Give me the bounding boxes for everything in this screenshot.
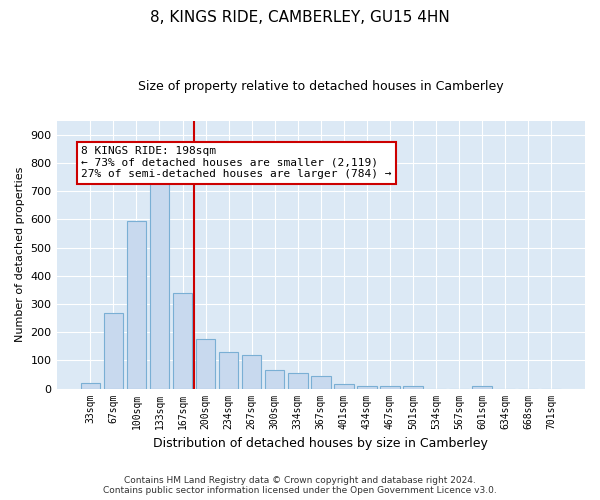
Text: Contains HM Land Registry data © Crown copyright and database right 2024.
Contai: Contains HM Land Registry data © Crown c… xyxy=(103,476,497,495)
Bar xyxy=(357,386,377,388)
Bar xyxy=(242,354,262,388)
Bar xyxy=(334,384,353,388)
X-axis label: Distribution of detached houses by size in Camberley: Distribution of detached houses by size … xyxy=(154,437,488,450)
Bar xyxy=(80,384,100,388)
Bar xyxy=(173,292,193,388)
Title: Size of property relative to detached houses in Camberley: Size of property relative to detached ho… xyxy=(138,80,503,93)
Bar xyxy=(380,386,400,388)
Bar xyxy=(311,376,331,388)
Bar xyxy=(472,386,492,388)
Text: 8 KINGS RIDE: 198sqm
← 73% of detached houses are smaller (2,119)
27% of semi-de: 8 KINGS RIDE: 198sqm ← 73% of detached h… xyxy=(81,146,392,179)
Bar xyxy=(403,386,423,388)
Bar xyxy=(288,373,308,388)
Text: 8, KINGS RIDE, CAMBERLEY, GU15 4HN: 8, KINGS RIDE, CAMBERLEY, GU15 4HN xyxy=(150,10,450,25)
Bar xyxy=(265,370,284,388)
Bar xyxy=(104,313,123,388)
Bar xyxy=(127,220,146,388)
Bar xyxy=(196,339,215,388)
Bar xyxy=(219,352,238,389)
Bar xyxy=(149,181,169,388)
Y-axis label: Number of detached properties: Number of detached properties xyxy=(15,167,25,342)
